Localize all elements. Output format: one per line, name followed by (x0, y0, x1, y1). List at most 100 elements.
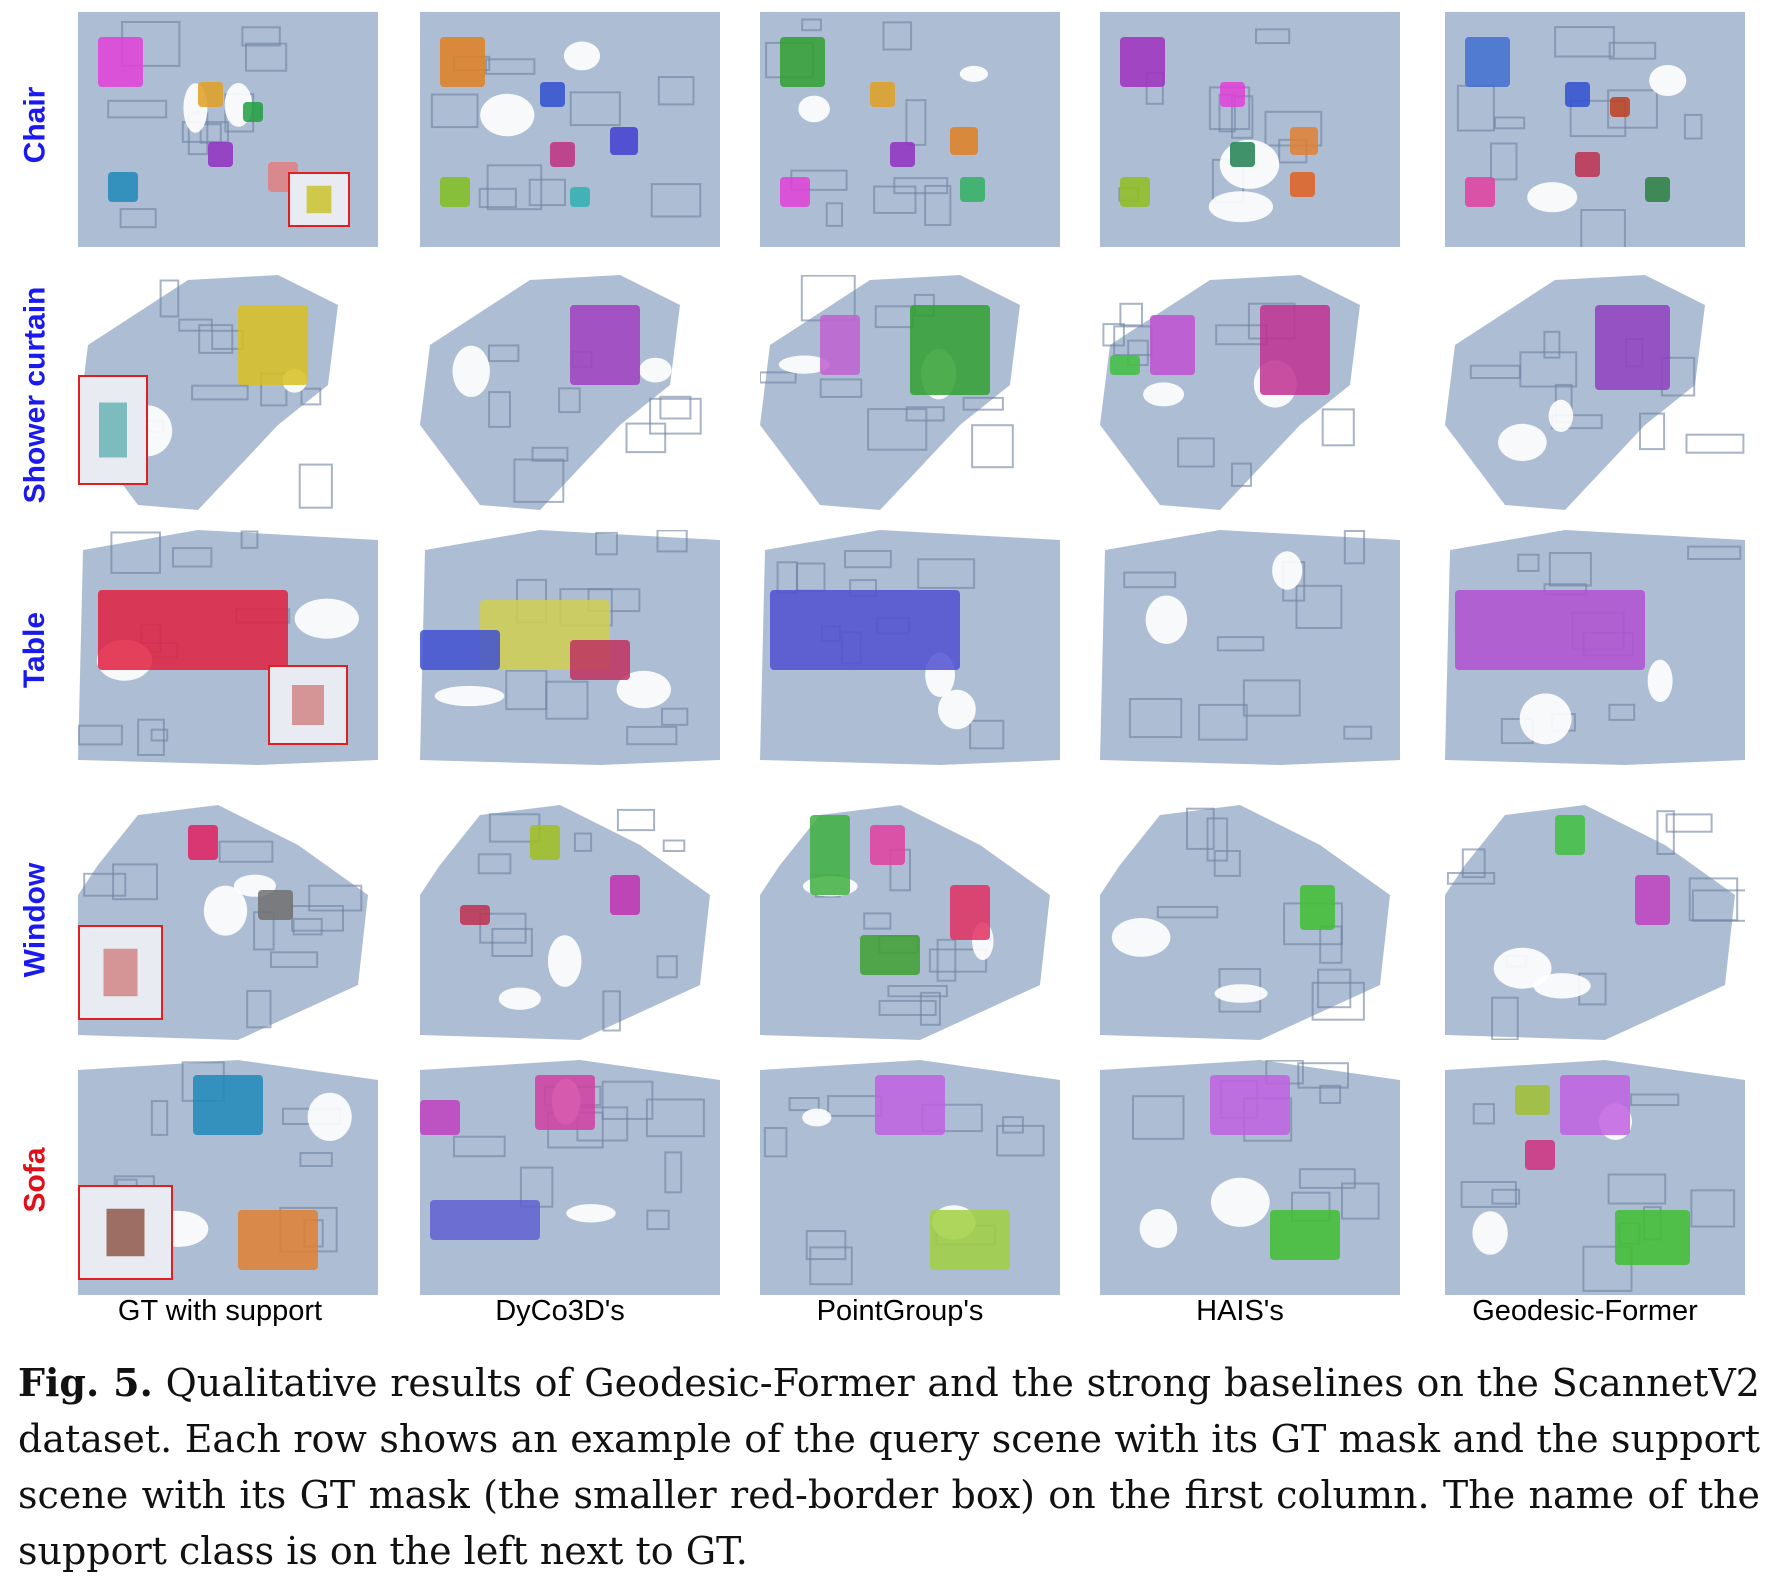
instance-mask (98, 590, 288, 670)
instance-mask (875, 1075, 945, 1135)
instance-mask (420, 1100, 460, 1135)
instance-mask (1610, 97, 1630, 117)
panel-window-geodesic-former (1445, 805, 1745, 1040)
panel-shower-curtain-hais (1100, 275, 1400, 510)
instance-mask (430, 1200, 540, 1240)
instance-mask (238, 305, 308, 385)
panel-shower-curtain-dyco3d (420, 275, 720, 510)
instance-mask (1565, 82, 1590, 107)
instance-mask (1220, 82, 1245, 107)
caption-label: Fig. 5. (18, 1360, 153, 1405)
instance-mask (1110, 355, 1140, 375)
support-scene-box (78, 925, 163, 1020)
panel-chair-geodesic-former (1445, 12, 1745, 247)
instance-mask (98, 37, 143, 87)
instance-mask (780, 177, 810, 207)
instance-mask (1595, 305, 1670, 390)
support-scene-box (78, 375, 148, 485)
panel-shower-curtain-pointgroup (760, 275, 1060, 510)
instance-mask (860, 935, 920, 975)
instance-mask (870, 825, 905, 865)
row-label-sofa: Sofa (18, 1147, 52, 1213)
instance-mask (238, 1210, 318, 1270)
panel-chair-dyco3d (420, 12, 720, 247)
panel-table-gt (78, 530, 378, 765)
instance-mask (1270, 1210, 1340, 1260)
instance-mask (1635, 875, 1670, 925)
col-label-pointgroup: PointGroup's (816, 1295, 984, 1327)
instance-mask (540, 82, 565, 107)
instance-mask (570, 305, 640, 385)
instance-mask (1260, 305, 1330, 395)
instance-mask (208, 142, 233, 167)
panel-window-dyco3d (420, 805, 720, 1040)
instance-mask (950, 885, 990, 940)
instance-mask (1645, 177, 1670, 202)
col-label-hais: HAIS's (1196, 1295, 1284, 1327)
figure-caption: Fig. 5. Qualitative results of Geodesic-… (18, 1355, 1760, 1579)
instance-mask (1150, 315, 1195, 375)
instance-mask (1230, 142, 1255, 167)
panel-chair-pointgroup (760, 12, 1060, 247)
panel-table-dyco3d (420, 530, 720, 765)
row-label-table: Table (18, 611, 52, 689)
instance-mask (440, 37, 485, 87)
instance-mask (440, 177, 470, 207)
instance-mask (960, 177, 985, 202)
instance-mask (610, 875, 640, 915)
instance-mask (1120, 177, 1150, 207)
instance-mask (1290, 127, 1318, 155)
panel-chair-hais (1100, 12, 1400, 247)
support-scene-box (78, 1185, 173, 1280)
support-scene-box (268, 665, 348, 745)
instance-mask (820, 315, 860, 375)
instance-mask (198, 82, 223, 107)
instance-mask (780, 37, 825, 87)
instance-mask (550, 142, 575, 167)
instance-mask (1560, 1075, 1630, 1135)
instance-mask (1525, 1140, 1555, 1170)
instance-mask (193, 1075, 263, 1135)
instance-mask (1120, 37, 1165, 87)
panel-table-pointgroup (760, 530, 1060, 765)
panel-sofa-gt (78, 1060, 378, 1295)
instance-mask (1455, 590, 1645, 670)
instance-mask (570, 187, 590, 207)
instance-mask (570, 640, 630, 680)
panel-table-geodesic-former (1445, 530, 1745, 765)
panel-window-pointgroup (760, 805, 1060, 1040)
instance-mask (460, 905, 490, 925)
panel-sofa-geodesic-former (1445, 1060, 1745, 1295)
panel-window-gt (78, 805, 378, 1040)
panel-sofa-hais (1100, 1060, 1400, 1295)
col-label-dyco3d: DyCo3D's (495, 1295, 625, 1327)
panel-window-hais (1100, 805, 1400, 1040)
row-label-shower-curtain: Shower curtain (18, 286, 51, 504)
instance-mask (258, 890, 293, 920)
caption-text: Qualitative results of Geodesic-Former a… (18, 1361, 1760, 1573)
instance-mask (420, 630, 500, 670)
instance-mask (108, 172, 138, 202)
instance-mask (1515, 1085, 1550, 1115)
panel-sofa-pointgroup (760, 1060, 1060, 1295)
support-scene-box (288, 172, 350, 227)
panel-shower-curtain-gt (78, 275, 378, 510)
instance-mask (1465, 37, 1510, 87)
instance-mask (1210, 1075, 1290, 1135)
col-label-geodesic-former: Geodesic-Former (1472, 1295, 1698, 1327)
instance-mask (535, 1075, 595, 1130)
instance-mask (1290, 172, 1315, 197)
panel-table-hais (1100, 530, 1400, 765)
instance-mask (1615, 1210, 1690, 1265)
instance-mask (610, 127, 638, 155)
instance-mask (1575, 152, 1600, 177)
instance-mask (870, 82, 895, 107)
instance-mask (1300, 885, 1335, 930)
col-label-gt-with-support: GT with support (117, 1295, 323, 1327)
instance-mask (1465, 177, 1495, 207)
instance-mask (770, 590, 960, 670)
instance-mask (188, 825, 218, 860)
row-label-window: Window (18, 862, 52, 978)
instance-mask (243, 102, 263, 122)
instance-mask (930, 1210, 1010, 1270)
